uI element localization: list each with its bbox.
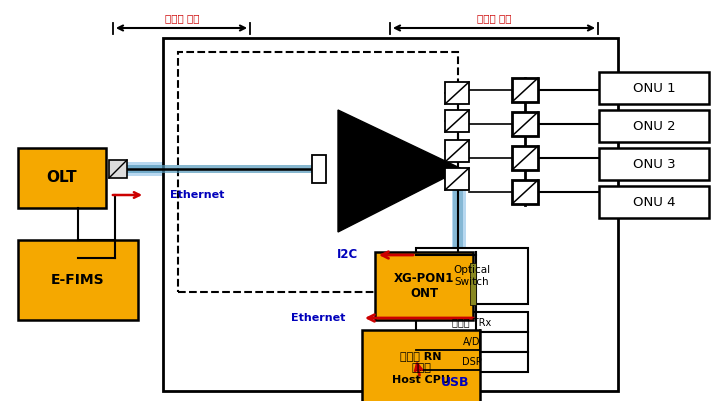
Bar [375,252,473,320]
Bar [312,155,326,183]
Bar [416,248,528,304]
Text: OLT: OLT [47,170,78,186]
Text: 스마드 RN
감시부
Host CPU: 스마드 RN 감시부 Host CPU [392,351,450,385]
Bar [362,330,480,401]
Polygon shape [338,110,462,232]
Bar [18,148,106,208]
Bar [445,110,469,132]
Bar [512,146,538,170]
Text: I2C: I2C [336,249,358,261]
Bar [599,72,709,104]
Text: ONU 3: ONU 3 [633,158,675,170]
Bar [470,263,476,305]
Bar [416,312,528,332]
Text: USB: USB [441,377,470,389]
Bar [512,180,538,204]
Text: A/D: A/D [463,337,481,347]
Bar [599,186,709,218]
Bar [416,352,528,372]
Bar [109,160,127,178]
Bar [127,165,312,173]
Text: E-FIMS: E-FIMS [51,273,105,287]
Bar [18,240,138,320]
Bar [445,82,469,104]
Bar [599,110,709,142]
Text: XG-PON1
ONT: XG-PON1 ONT [394,272,454,300]
Text: 가선망 구간: 가선망 구간 [165,13,199,23]
Bar [163,38,618,391]
Text: ONU 1: ONU 1 [633,81,675,95]
Bar [127,162,312,176]
Text: 감시광 TRx: 감시광 TRx [452,317,492,327]
Text: ONU 2: ONU 2 [633,119,675,132]
Text: Ethernet: Ethernet [290,313,345,323]
Text: DSP: DSP [462,357,482,367]
Bar [445,168,469,190]
Text: Ethernet: Ethernet [170,190,224,200]
Bar [452,168,466,260]
Bar [512,78,538,102]
Text: Optical
Switch: Optical Switch [454,265,490,287]
Bar [445,140,469,162]
Text: 분배망 구간: 분배망 구간 [477,13,511,23]
Bar [512,112,538,136]
Bar [453,170,463,255]
Bar [599,148,709,180]
Bar [416,332,528,352]
Bar [178,52,458,292]
Text: ONU 4: ONU 4 [633,196,675,209]
